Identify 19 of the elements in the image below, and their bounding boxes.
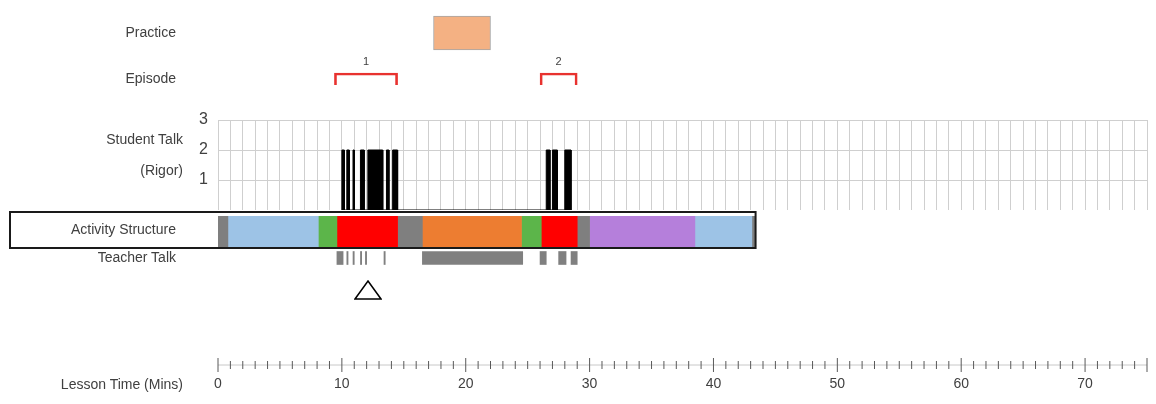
y-tick-label: 2 (199, 140, 209, 158)
series-label: 2 (555, 54, 562, 67)
x-tick-label: 40 (705, 375, 722, 392)
x-tick-label: 30 (581, 375, 598, 392)
x-tick-label: 10 (334, 375, 350, 392)
x-tick-label: 0 (214, 375, 223, 392)
y-tick-label: Activity Structure (70, 220, 177, 237)
y-tick-label: Practice (125, 23, 177, 40)
x-tick-label: 50 (829, 375, 846, 392)
y-tick-label: 1 (199, 170, 209, 188)
x-tick-label: 70 (1077, 375, 1094, 392)
y-axis-title: Student Talk (Rigor) (105, 130, 183, 180)
series-label: 1 (362, 54, 370, 67)
y-tick-label: Episode (125, 69, 177, 86)
x-tick-label: 20 (457, 375, 474, 392)
x-axis-title: Lesson Time (Mins) (59, 376, 183, 392)
y-tick-label: 3 (199, 110, 209, 128)
y-tick-label: Teacher Talk (97, 248, 177, 265)
x-tick-label: 60 (953, 375, 970, 392)
